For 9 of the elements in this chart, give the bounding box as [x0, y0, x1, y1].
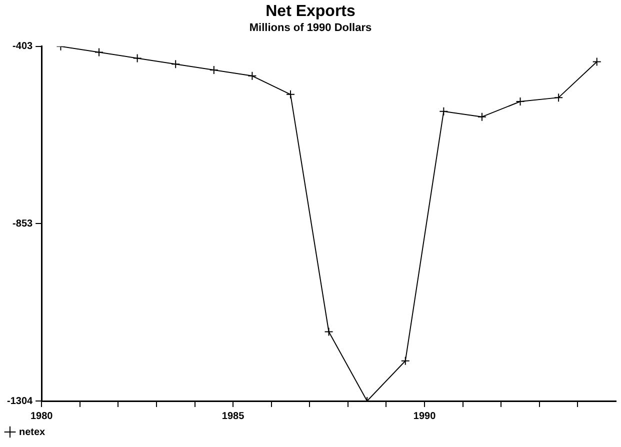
x-tick-label: 1985: [222, 410, 245, 422]
x-tick-label: 1990: [413, 410, 436, 422]
legend-label: netex: [19, 426, 46, 438]
chart-subtitle: Millions of 1990 Dollars: [249, 22, 372, 34]
y-tick-label: -853: [12, 218, 34, 230]
x-tick-label: 1980: [30, 410, 54, 422]
chart-title: Net Exports: [266, 3, 356, 20]
y-tick-label: -403: [12, 41, 34, 52]
y-tick-label: -1304: [7, 396, 34, 407]
